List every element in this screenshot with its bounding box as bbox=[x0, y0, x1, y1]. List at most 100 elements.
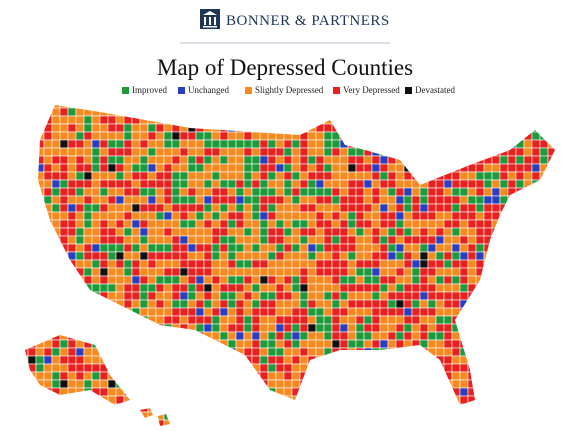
county bbox=[459, 347, 469, 357]
county bbox=[251, 323, 261, 333]
county bbox=[219, 275, 229, 285]
county bbox=[219, 331, 229, 341]
county bbox=[539, 339, 549, 349]
county bbox=[371, 107, 381, 117]
county bbox=[35, 299, 45, 309]
county bbox=[387, 411, 397, 421]
county bbox=[28, 428, 36, 436]
county bbox=[291, 371, 301, 381]
county bbox=[51, 195, 61, 205]
county bbox=[25, 275, 29, 285]
county bbox=[291, 267, 301, 277]
county bbox=[299, 355, 309, 365]
county bbox=[220, 428, 228, 436]
county bbox=[467, 259, 477, 269]
county bbox=[99, 115, 109, 125]
county bbox=[227, 171, 237, 181]
county bbox=[339, 291, 349, 301]
county bbox=[427, 323, 437, 333]
county bbox=[75, 187, 85, 197]
county bbox=[411, 283, 421, 293]
county bbox=[131, 123, 141, 133]
county bbox=[275, 411, 285, 421]
county bbox=[315, 115, 325, 125]
county bbox=[547, 371, 555, 381]
county bbox=[187, 131, 197, 141]
county bbox=[467, 363, 477, 373]
county bbox=[467, 227, 477, 237]
county bbox=[323, 171, 333, 181]
county bbox=[363, 323, 373, 333]
county bbox=[115, 115, 125, 125]
county bbox=[171, 179, 181, 189]
county bbox=[379, 347, 389, 357]
county bbox=[227, 299, 237, 309]
county bbox=[179, 187, 189, 197]
county bbox=[531, 211, 541, 221]
county bbox=[155, 315, 165, 325]
county bbox=[315, 291, 325, 301]
county bbox=[427, 411, 437, 421]
county bbox=[155, 187, 165, 197]
county bbox=[43, 419, 53, 426]
county bbox=[227, 211, 237, 221]
county bbox=[267, 363, 277, 373]
county bbox=[219, 115, 229, 125]
county bbox=[59, 131, 69, 141]
county bbox=[435, 355, 445, 365]
county bbox=[531, 331, 541, 341]
county bbox=[451, 235, 461, 245]
county bbox=[75, 411, 85, 421]
county bbox=[339, 355, 349, 365]
county bbox=[531, 339, 541, 349]
county bbox=[307, 105, 317, 109]
county bbox=[451, 251, 461, 261]
county bbox=[203, 291, 213, 301]
county bbox=[139, 139, 149, 149]
county bbox=[251, 331, 261, 341]
county bbox=[203, 419, 213, 426]
county bbox=[339, 147, 349, 157]
county bbox=[556, 316, 564, 324]
county bbox=[275, 371, 285, 381]
county bbox=[363, 139, 373, 149]
county bbox=[451, 219, 461, 229]
county bbox=[227, 227, 237, 237]
county bbox=[507, 347, 517, 357]
county bbox=[59, 291, 69, 301]
county bbox=[75, 105, 85, 109]
county bbox=[83, 179, 93, 189]
county bbox=[131, 339, 141, 349]
county bbox=[147, 371, 157, 381]
county bbox=[499, 115, 509, 125]
county bbox=[388, 428, 396, 436]
county bbox=[147, 235, 157, 245]
county bbox=[387, 379, 397, 389]
county bbox=[227, 371, 237, 381]
county bbox=[299, 291, 309, 301]
county bbox=[515, 211, 525, 221]
county bbox=[123, 123, 133, 133]
county bbox=[91, 419, 101, 426]
county bbox=[179, 395, 189, 405]
county bbox=[155, 123, 165, 133]
county bbox=[331, 363, 341, 373]
county bbox=[195, 203, 205, 213]
county bbox=[539, 307, 549, 317]
county bbox=[395, 299, 405, 309]
county bbox=[323, 299, 333, 309]
county bbox=[491, 105, 501, 109]
county bbox=[107, 163, 117, 173]
county bbox=[235, 107, 245, 117]
county bbox=[412, 428, 420, 436]
county bbox=[267, 403, 277, 413]
county bbox=[235, 403, 245, 413]
county bbox=[243, 275, 253, 285]
county bbox=[339, 179, 349, 189]
county bbox=[331, 371, 341, 381]
county bbox=[323, 105, 333, 109]
county bbox=[403, 291, 413, 301]
county bbox=[411, 347, 421, 357]
county bbox=[155, 219, 165, 229]
county bbox=[123, 299, 133, 309]
